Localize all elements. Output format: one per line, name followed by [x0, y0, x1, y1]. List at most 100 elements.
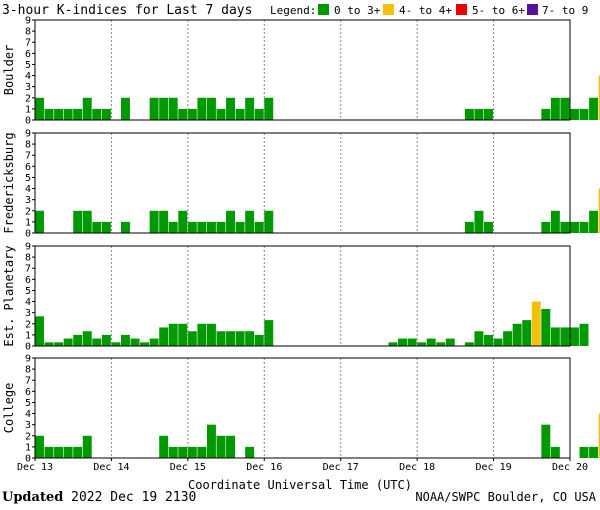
legend-swatch-storm — [456, 4, 467, 15]
y-tick-label: 2 — [25, 206, 31, 217]
bar — [417, 342, 427, 346]
legend-text-quiet: 0 to 3+ — [334, 4, 381, 17]
bar — [73, 210, 83, 233]
bar — [35, 316, 44, 346]
bar — [178, 210, 188, 233]
x-tick-label: Dec 14 — [93, 462, 129, 473]
panel-frame — [34, 245, 571, 347]
bar — [73, 108, 83, 120]
bar — [120, 221, 130, 233]
legend-swatch-active — [383, 4, 394, 15]
y-tick-label: 6 — [25, 275, 31, 286]
panel-frame — [34, 19, 571, 121]
y-tick-label: 8 — [25, 253, 31, 264]
bar — [140, 342, 150, 346]
y-tick-label: 4 — [25, 184, 31, 195]
bar — [550, 97, 560, 120]
bar — [426, 338, 436, 346]
bar — [550, 327, 560, 346]
bar — [73, 446, 83, 458]
bar — [235, 108, 245, 120]
bar — [579, 108, 589, 120]
bar — [245, 97, 255, 120]
bar — [35, 210, 44, 233]
bar — [168, 323, 178, 346]
bar — [226, 435, 236, 458]
bar — [245, 446, 255, 458]
bar — [149, 97, 159, 120]
bar — [570, 108, 579, 120]
y-tick-label: 6 — [25, 49, 31, 60]
bar — [503, 331, 513, 346]
y-tick-label: 4 — [25, 71, 31, 82]
bar — [168, 446, 178, 458]
y-tick-label: 9 — [25, 242, 31, 253]
y-tick-label: 8 — [25, 365, 31, 376]
y-tick-label: 7 — [25, 38, 31, 49]
bar — [187, 221, 197, 233]
bar — [560, 221, 570, 233]
bar — [484, 108, 493, 120]
y-tick-label: 1 — [25, 442, 31, 453]
bar — [35, 435, 44, 458]
bar — [73, 334, 83, 346]
bar — [187, 331, 197, 346]
legend-swatch-severe — [527, 4, 538, 15]
legend-text-active: 4- to 4+ — [399, 4, 452, 17]
bar — [54, 446, 64, 458]
y-tick-label: 7 — [25, 376, 31, 387]
bar — [484, 221, 493, 233]
x-axis-label: Coordinate Universal Time (UTC) — [188, 478, 412, 492]
chart-title: 3-hour K-indices for Last 7 days — [2, 3, 252, 18]
bar — [187, 446, 197, 458]
bar — [197, 446, 207, 458]
bar — [168, 97, 178, 120]
bar — [484, 334, 493, 346]
bar — [206, 323, 216, 346]
chart-panels: 0123456789Boulder0123456789Fredericksbur… — [2, 16, 600, 465]
updated-timestamp: Updated 2022 Dec 19 2130 — [2, 490, 196, 505]
bar — [226, 97, 236, 120]
bar — [178, 323, 188, 346]
bar — [589, 97, 599, 120]
y-tick-label: 1 — [25, 217, 31, 228]
bar — [436, 342, 446, 346]
bar — [92, 108, 102, 120]
y-tick-label: 9 — [25, 129, 31, 140]
bar — [541, 108, 551, 120]
y-tick-label: 5 — [25, 60, 31, 71]
panel-frame — [34, 132, 571, 234]
y-tick-label: 1 — [25, 330, 31, 341]
bar — [206, 97, 216, 120]
x-tick-label: Dec 13 — [17, 462, 53, 473]
x-axis: Dec 13 Dec 14 Dec 15 Dec 16 Dec 17 Dec 18 Dec … — [17, 458, 588, 473]
bar — [445, 338, 455, 346]
bar — [63, 108, 73, 120]
y-tick-label: 0 — [25, 116, 31, 127]
bar — [522, 320, 532, 346]
bar — [120, 97, 130, 120]
y-tick-label: 5 — [25, 286, 31, 297]
bar — [541, 424, 551, 458]
y-tick-label: 5 — [25, 173, 31, 184]
bar — [63, 338, 73, 346]
bar — [598, 413, 600, 458]
bar — [550, 210, 560, 233]
bar — [159, 97, 169, 120]
bar — [130, 338, 140, 346]
y-tick-label: 4 — [25, 409, 31, 420]
bar — [44, 108, 54, 120]
bar — [579, 446, 589, 458]
bar — [44, 342, 54, 346]
y-tick-label: 4 — [25, 297, 31, 308]
y-tick-label: 0 — [25, 454, 31, 465]
bar — [254, 221, 264, 233]
bar — [388, 342, 398, 346]
bar — [598, 188, 600, 233]
y-tick-label: 5 — [25, 398, 31, 409]
bar — [82, 331, 92, 346]
y-tick-label: 8 — [25, 27, 31, 38]
y-tick-label: 2 — [25, 319, 31, 330]
